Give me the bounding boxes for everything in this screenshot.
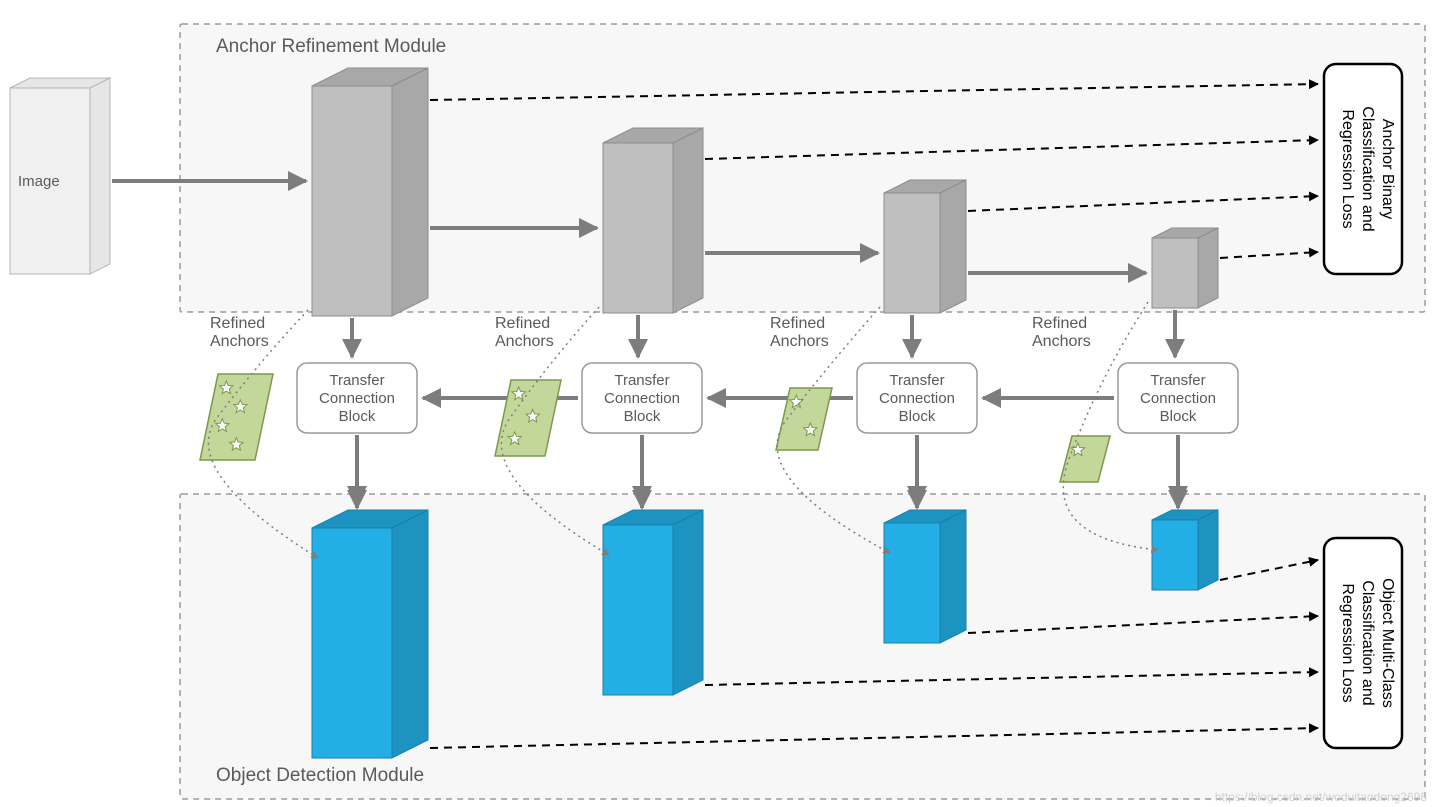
refined-anchors-label: Anchors	[770, 333, 829, 350]
tcb-label: Transfer	[614, 372, 669, 389]
tcb-label: Connection	[319, 390, 395, 407]
tcb-label: Transfer	[1150, 372, 1205, 389]
refined-anchors-icon	[495, 380, 561, 456]
refined-anchors-label: Refined	[495, 315, 550, 332]
refined-anchors-label: Refined	[1032, 315, 1087, 332]
tcb-label: Connection	[1140, 390, 1216, 407]
tcb-label: Block	[339, 408, 376, 425]
tcb-label: Connection	[879, 390, 955, 407]
tcb-label: Block	[899, 408, 936, 425]
refined-anchors-icon	[1060, 436, 1110, 482]
object-module-title: Object Detection Module	[216, 765, 424, 786]
refined-anchors-label: Anchors	[1032, 333, 1091, 350]
tcb-label: Block	[624, 408, 661, 425]
loss-box-top-label: Anchor Binary	[1379, 119, 1396, 220]
loss-box-bottom-label: Object Multi-Class	[1379, 578, 1396, 708]
tcb-label: Transfer	[889, 372, 944, 389]
refined-anchors-label: Refined	[210, 315, 265, 332]
tcb-label: Block	[1160, 408, 1197, 425]
watermark: https://blog.csdn.net/woduitaodong2698	[1215, 790, 1427, 804]
loss-box-top-label: Regression Loss	[1339, 109, 1356, 228]
tcb-label: Transfer	[329, 372, 384, 389]
tcb-label: Connection	[604, 390, 680, 407]
anchor-module-title: Anchor Refinement Module	[216, 36, 446, 57]
loss-box-bottom-label: Regression Loss	[1339, 583, 1356, 702]
image-label: Image	[18, 173, 60, 190]
loss-box-top-label: Classification and	[1359, 106, 1376, 231]
refined-anchors-label: Anchors	[495, 333, 554, 350]
loss-box-bottom-label: Classification and	[1359, 580, 1376, 705]
refined-anchors-label: Anchors	[210, 333, 269, 350]
refined-anchors-label: Refined	[770, 315, 825, 332]
